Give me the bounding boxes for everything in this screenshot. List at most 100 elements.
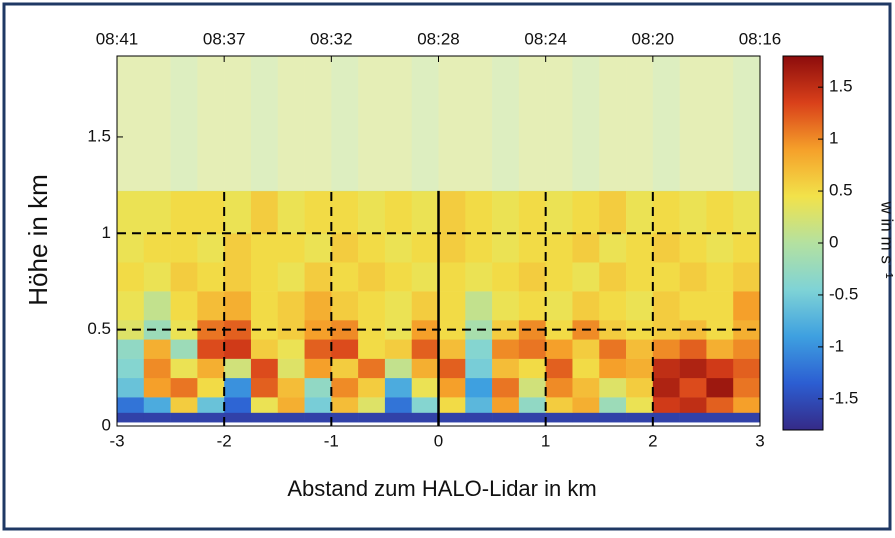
heat-cell [492,190,520,234]
heat-cell [358,291,386,321]
heat-cell [331,291,359,321]
heat-cell [706,339,734,359]
heat-cell [197,397,225,413]
heat-cell [170,233,198,263]
heat-cell [277,320,305,340]
heat-cell [572,377,600,398]
heat-cell [706,377,734,398]
heat-cell [384,320,413,340]
heat-cell [626,56,654,192]
heat-cell [277,412,305,423]
heat-cell [170,190,198,234]
heat-cell [411,412,439,423]
heat-cell [250,358,279,379]
heat-cell [277,377,305,398]
heat-cell [117,377,145,398]
heat-cell [143,233,171,263]
heat-cell [465,358,493,379]
heat-cell [679,412,707,423]
heat-cell [518,377,546,398]
x-tick-label: 2 [648,431,657,450]
heat-cell [545,358,573,379]
heat-cell [277,358,305,379]
heat-cell [706,190,734,234]
heat-cell [331,262,359,292]
heat-cell [170,377,198,398]
heat-cell [545,412,573,423]
heat-cell [143,320,171,340]
heat-cell [331,339,359,359]
heat-cell [170,56,198,192]
heat-cell [652,190,680,234]
heat-cell [411,262,439,292]
heat-cell [652,397,680,413]
colorbar-tick-label: 1.5 [829,77,853,96]
heat-cell [518,339,546,359]
heat-cell [492,397,520,413]
heat-cell [277,233,305,263]
heat-cell [599,56,627,192]
x-tick-label: -1 [324,431,339,450]
heat-cell [438,412,466,423]
heat-cell [197,358,225,379]
heat-cell [438,233,466,263]
heat-cell [143,358,171,379]
heat-cell [304,412,332,423]
x-tick-label: 3 [755,431,764,450]
heat-cell [250,412,279,423]
heat-cell [197,339,225,359]
heat-cell [652,339,680,359]
heat-cell [465,412,493,423]
heat-cell [518,412,546,423]
heat-cell [626,233,654,263]
heat-cell [518,56,546,192]
heat-cell [679,377,707,398]
heat-cell [652,320,680,340]
heat-cell [250,377,279,398]
heat-cell [117,291,145,321]
heat-cell [679,397,707,413]
heat-cell [545,377,573,398]
heat-cell [197,291,225,321]
heat-cell [170,262,198,292]
heat-cell [250,291,279,321]
colorbar-title: w in m s⁻¹ [878,201,895,279]
heat-cell [626,320,654,340]
heat-cell [465,339,493,359]
heat-cell [411,291,439,321]
heat-cell [170,291,198,321]
colorbar [782,55,824,431]
heat-cell [706,291,734,321]
x2-tick-label: 08:16 [739,29,782,48]
heat-cell [438,262,466,292]
heat-cell [545,291,573,321]
heat-cell [572,291,600,321]
heat-cell [331,233,359,263]
heat-cell [224,397,252,413]
heat-cell [492,358,520,379]
heat-cell [492,233,520,263]
heat-cell [384,358,413,379]
heat-cell [358,320,386,340]
heat-cell [652,233,680,263]
x2-tick-label: 08:41 [96,29,139,48]
heat-cell [197,377,225,398]
heat-cell [465,190,493,234]
heat-cell [143,291,171,321]
heat-cell [250,190,279,234]
heat-cell [384,262,413,292]
heat-cell [733,56,761,192]
heat-cell [277,339,305,359]
heat-cell [599,233,627,263]
heat-cell [733,190,761,234]
heat-cell [518,190,546,234]
heat-cell [358,233,386,263]
colorbar-tick-label: 0.5 [829,181,853,200]
heat-cell [572,412,600,423]
heat-cell [117,233,145,263]
heat-cell [572,358,600,379]
heat-cell [331,397,359,413]
heat-cell [358,377,386,398]
heat-cell [626,377,654,398]
x2-tick-label: 08:24 [524,29,567,48]
